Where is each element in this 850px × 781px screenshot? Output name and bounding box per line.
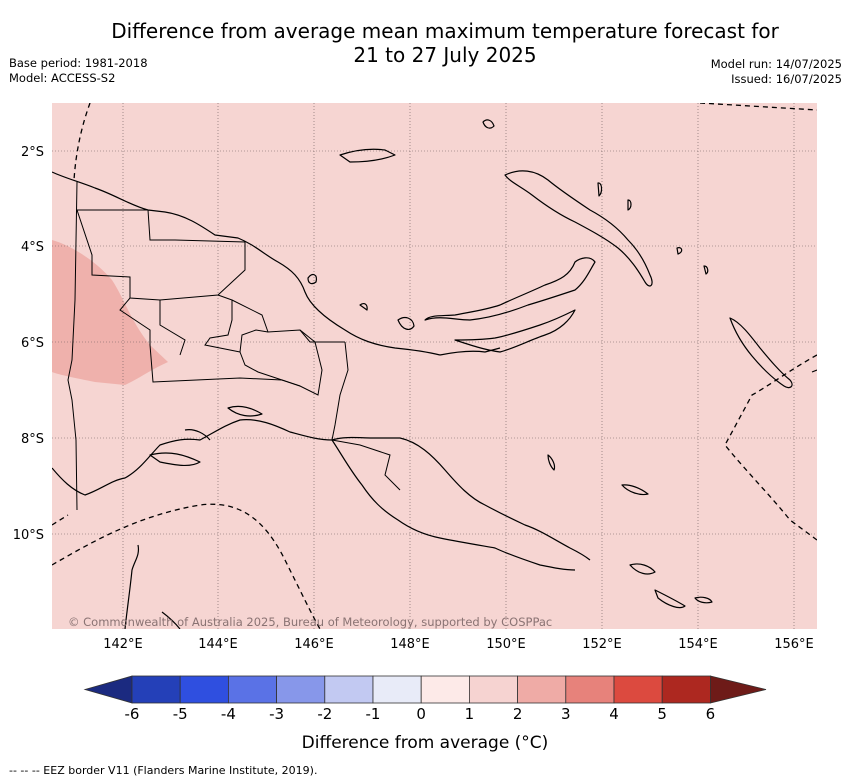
lon-label: 142°E [103, 637, 143, 652]
map-background [52, 103, 817, 629]
colorbar-tick-label: 3 [561, 705, 571, 723]
lat-label: 8°S [21, 432, 44, 447]
lat-axis: 2°S 4°S 6°S 8°S 10°S [13, 145, 44, 543]
eez-borders [52, 103, 817, 629]
colorbar-tick-label: -4 [220, 705, 236, 723]
colorbar-tick-label: -6 [124, 705, 140, 723]
colorbar-extend-low [83, 675, 133, 704]
eez-footnote: -- -- -- EEZ border V11 (Flanders Marine… [9, 764, 318, 777]
copyright-text: © Commonwealth of Australia 2025, Bureau… [68, 615, 552, 629]
colorbar-swatch [565, 675, 615, 704]
lon-label: 148°E [390, 637, 430, 652]
lat-label: 2°S [21, 145, 44, 160]
base-period-label: Base period: 1981-2018 [9, 56, 148, 70]
colorbar-swatch [276, 675, 326, 704]
lat-label: 10°S [13, 528, 44, 543]
colorbar-tick-label: 1 [464, 705, 475, 723]
colorbar-extend-high [710, 675, 767, 704]
title-line-1: Difference from average mean maximum tem… [111, 19, 779, 43]
colorbar-swatch [372, 675, 422, 704]
colorbar-tick-label: 5 [657, 705, 667, 723]
colorbar-tick-label: 0 [416, 705, 426, 723]
title-line-2: 21 to 27 July 2025 [353, 43, 537, 67]
colorbar-swatch [661, 675, 711, 704]
anomaly-patch-warm [52, 240, 168, 385]
lon-label: 154°E [678, 637, 718, 652]
colorbar-swatch [227, 675, 277, 704]
lon-label: 150°E [486, 637, 526, 652]
lon-label: 152°E [582, 637, 622, 652]
lon-label: 144°E [198, 637, 238, 652]
model-run-label: Model run: 14/07/2025 [710, 57, 842, 71]
lon-axis: 142°E 144°E 146°E 148°E 150°E 152°E 154°… [103, 637, 814, 652]
colorbar-swatch [420, 675, 470, 704]
colorbar-swatch [468, 675, 518, 704]
lat-label: 4°S [21, 240, 44, 255]
colorbar-swatch [613, 675, 663, 704]
colorbar-tick-label: 2 [512, 705, 523, 723]
colorbar-tick-label: 6 [705, 705, 716, 723]
colorbar-tick-label: -3 [269, 705, 285, 723]
colorbar [83, 675, 767, 704]
meta-right: Model run: 14/07/2025 Issued: 16/07/2025 [711, 57, 842, 87]
admin-borders [67, 181, 401, 511]
colorbar-tick-label: -1 [365, 705, 381, 723]
colorbar-swatch [131, 675, 181, 704]
colorbar-tick-label: -2 [317, 705, 333, 723]
lat-label: 6°S [21, 336, 44, 351]
model-label: Model: ACCESS-S2 [9, 71, 116, 85]
issued-label: Issued: 16/07/2025 [731, 72, 842, 86]
colorbar-swatch [517, 675, 567, 704]
colorbar-tick-label: -5 [172, 705, 188, 723]
colorbar-swatch [179, 675, 229, 704]
colorbar-swatch [324, 675, 374, 704]
colorbar-tick-label: 4 [609, 705, 619, 723]
map-title: Difference from average mean maximum tem… [40, 19, 850, 67]
lon-label: 156°E [774, 637, 814, 652]
meta-left: Base period: 1981-2018 Model: ACCESS-S2 [9, 56, 148, 86]
coastlines [52, 119, 817, 629]
lon-label: 146°E [294, 637, 334, 652]
colorbar-title: Difference from average (°C) [301, 733, 549, 753]
